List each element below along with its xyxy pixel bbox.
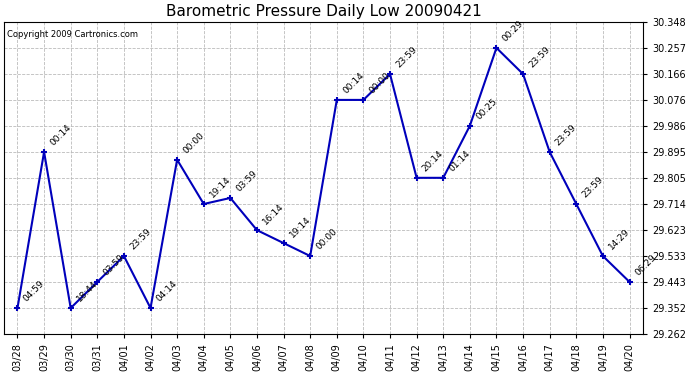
Text: 06:29: 06:29 bbox=[633, 253, 658, 278]
Text: 00:14: 00:14 bbox=[341, 71, 366, 96]
Text: 23:59: 23:59 bbox=[394, 45, 419, 70]
Text: 00:00: 00:00 bbox=[315, 227, 339, 252]
Text: 23:59: 23:59 bbox=[580, 175, 605, 200]
Text: 00:29: 00:29 bbox=[501, 19, 525, 44]
Text: 23:59: 23:59 bbox=[527, 45, 552, 70]
Text: 00:00: 00:00 bbox=[368, 71, 392, 96]
Text: 04:14: 04:14 bbox=[155, 279, 179, 304]
Text: Copyright 2009 Cartronics.com: Copyright 2009 Cartronics.com bbox=[8, 30, 139, 39]
Text: 20:14: 20:14 bbox=[421, 149, 445, 174]
Title: Barometric Pressure Daily Low 20090421: Barometric Pressure Daily Low 20090421 bbox=[166, 4, 482, 19]
Text: 19:14: 19:14 bbox=[208, 175, 233, 200]
Text: 18:44: 18:44 bbox=[75, 279, 99, 304]
Text: 00:25: 00:25 bbox=[474, 97, 499, 122]
Text: 00:00: 00:00 bbox=[181, 131, 206, 156]
Text: 03:59: 03:59 bbox=[101, 253, 126, 278]
Text: 00:14: 00:14 bbox=[48, 123, 73, 148]
Text: 19:14: 19:14 bbox=[288, 214, 313, 239]
Text: 14:29: 14:29 bbox=[607, 227, 631, 252]
Text: 01:14: 01:14 bbox=[447, 149, 472, 174]
Text: 16:14: 16:14 bbox=[261, 201, 286, 226]
Text: 04:59: 04:59 bbox=[21, 279, 46, 304]
Text: 23:59: 23:59 bbox=[554, 123, 578, 148]
Text: 23:59: 23:59 bbox=[128, 227, 152, 252]
Text: 03:59: 03:59 bbox=[235, 169, 259, 194]
